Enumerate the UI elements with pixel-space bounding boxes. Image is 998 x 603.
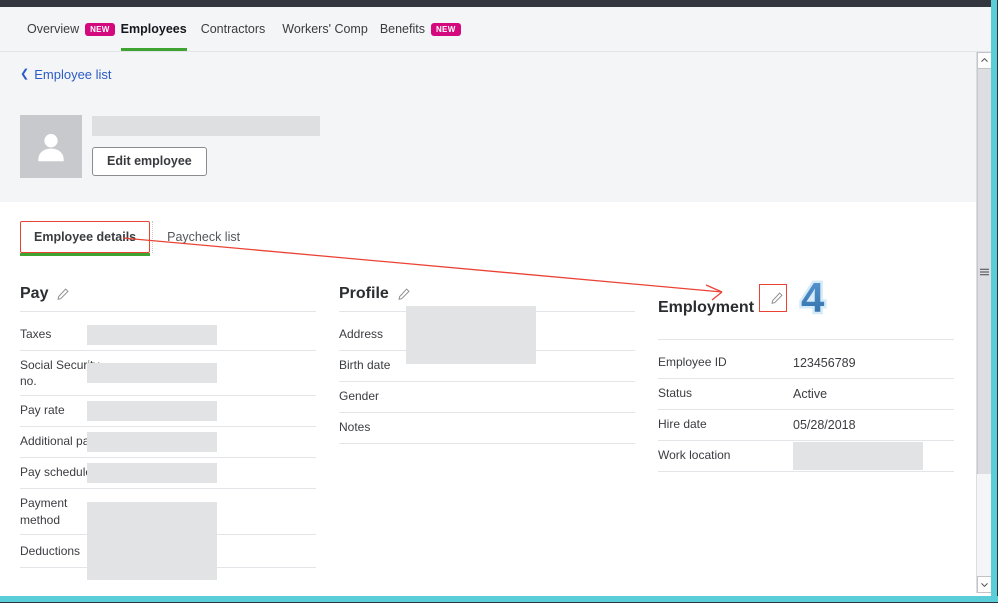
svg-text:4: 4 [801,274,825,321]
